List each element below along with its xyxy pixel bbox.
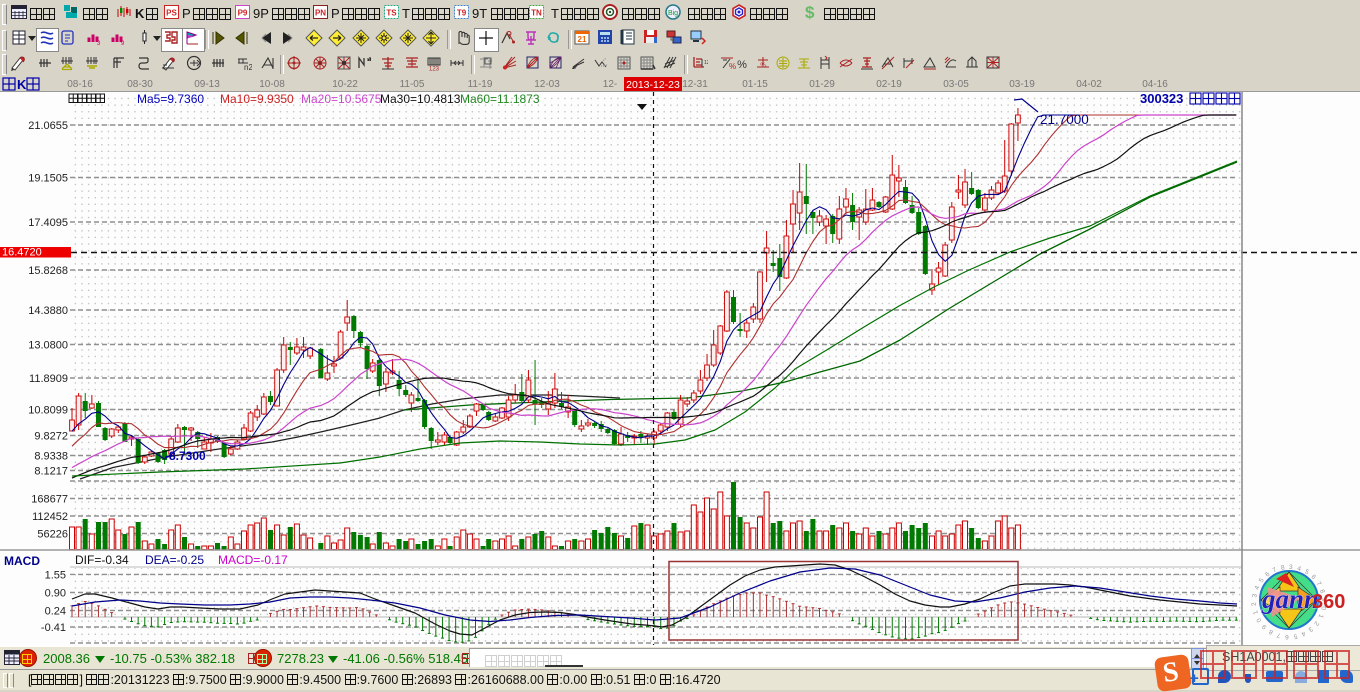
svg-text:3: 3 [1289,564,1293,571]
svg-text:TS: TS [386,9,397,18]
svg-text:7: 7 [1315,581,1323,588]
svg-text:21.0655: 21.0655 [28,120,68,132]
svg-text:T9: T9 [457,9,467,18]
svg-text:4: 4 [1254,585,1262,591]
svg-text:2: 2 [1251,601,1258,606]
svg-text:%: % [729,62,736,71]
svg-text:DIF=-0.34: DIF=-0.34 [75,553,129,567]
svg-text:04-02: 04-02 [1076,79,1102,90]
svg-text:8.9338: 8.9338 [34,451,68,463]
svg-text:-0.41: -0.41 [41,622,66,634]
svg-text:9: 9 [1261,622,1269,630]
svg-text:10-22: 10-22 [332,79,358,90]
svg-text:0: 0 [1255,616,1263,623]
svg-text:9: 9 [1320,597,1327,602]
svg-text:21.7000: 21.7000 [1040,112,1089,127]
svg-text:12-: 12- [603,79,617,90]
svg-text:4: 4 [1296,565,1302,573]
svg-text:02-19: 02-19 [876,79,902,90]
svg-text:PN: PN [315,9,326,18]
svg-text:1.55: 1.55 [45,569,66,581]
svg-text:MACD=-0.17: MACD=-0.17 [218,553,288,567]
svg-text:0: 0 [1319,606,1326,611]
svg-text:1: 1 [1252,609,1260,615]
svg-text:10.8099: 10.8099 [28,405,68,417]
svg-text:2013-12-23: 2013-12-23 [626,79,680,91]
svg-text:Ma10=9.9350: Ma10=9.9350 [220,92,294,106]
svg-text:112452: 112452 [32,511,68,523]
svg-text:3: 3 [1306,625,1314,633]
svg-text:5: 5 [1292,632,1298,640]
svg-text:3: 3 [1251,593,1258,598]
svg-text:TN: TN [531,9,542,18]
svg-text:03-05: 03-05 [943,79,969,90]
svg-text:%: % [737,59,747,71]
svg-text:Ma30=10.4813: Ma30=10.4813 [380,92,461,106]
svg-text:K: K [17,77,27,92]
svg-text:9.8272: 9.8272 [34,431,68,443]
svg-text:Ma60=11.1873: Ma60=11.1873 [460,92,540,106]
svg-text:Ma5=9.7360: Ma5=9.7360 [137,92,204,106]
svg-text:P9: P9 [238,9,248,18]
svg-text:17.4095: 17.4095 [28,217,68,229]
svg-text:1: 1 [1316,613,1324,619]
svg-text:gann: gann [1261,584,1319,614]
svg-text:6: 6 [1285,633,1289,640]
svg-text:123: 123 [704,60,708,66]
svg-text:7: 7 [1276,631,1282,639]
svg-text:13.0800: 13.0800 [28,340,68,352]
svg-text:08-30: 08-30 [127,79,153,90]
svg-text:MACD: MACD [4,554,40,568]
svg-text:7: 7 [1272,566,1279,574]
svg-text:03-19: 03-19 [1009,79,1035,90]
svg-text:2: 2 [1312,620,1320,627]
svg-text:5: 5 [1258,577,1266,584]
svg-text:04-16: 04-16 [1142,79,1168,90]
svg-text:Ma20=10.5675: Ma20=10.5675 [301,92,382,106]
svg-text:-8.7300: -8.7300 [165,449,206,463]
svg-text:11-19: 11-19 [468,79,493,90]
svg-text:01-29: 01-29 [809,79,835,90]
svg-text:300323: 300323 [1140,91,1183,106]
svg-text:12-31: 12-31 [682,79,708,90]
svg-text:21: 21 [578,35,587,44]
svg-text:168677: 168677 [31,494,68,506]
svg-text:8.1217: 8.1217 [34,466,68,478]
svg-text:56226: 56226 [37,529,68,541]
svg-text:08-16: 08-16 [67,79,93,90]
svg-text:09-13: 09-13 [194,79,220,90]
svg-text:Big: Big [668,10,678,17]
svg-text:123: 123 [429,67,440,73]
svg-text:5: 5 [1303,568,1310,576]
svg-text:14.3880: 14.3880 [28,305,68,317]
svg-text:0.24: 0.24 [45,606,66,618]
svg-text:n2: n2 [244,63,252,72]
svg-text:6: 6 [1264,571,1272,579]
svg-text:4: 4 [1300,630,1307,638]
svg-text:3: 3 [97,41,101,46]
svg-text:8: 8 [1318,589,1326,595]
svg-text:10-08: 10-08 [259,79,285,90]
svg-text:6: 6 [1310,574,1318,582]
svg-text:01-15: 01-15 [742,79,768,90]
svg-text:9: 9 [121,41,125,46]
svg-text:19.1505: 19.1505 [28,173,68,185]
svg-text:360: 360 [1312,591,1345,613]
svg-text:15.8268: 15.8268 [28,265,68,277]
svg-text:12-03: 12-03 [534,79,560,90]
svg-text:8: 8 [1268,627,1275,635]
svg-text:0.90: 0.90 [45,588,66,600]
svg-text:16.4720: 16.4720 [2,247,42,259]
svg-text:DEA=-0.25: DEA=-0.25 [145,553,204,567]
svg-text:PS: PS [166,9,177,18]
svg-text:11.8909: 11.8909 [29,373,68,385]
svg-text:8: 8 [1280,564,1285,572]
svg-text:%: % [760,63,766,69]
svg-text:11-05: 11-05 [400,79,425,90]
